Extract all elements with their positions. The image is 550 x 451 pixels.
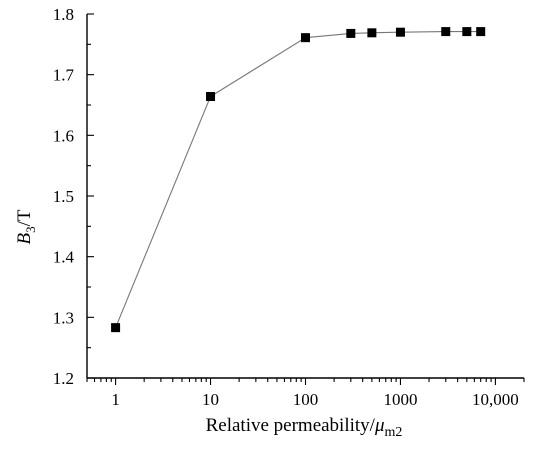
x-tick-label: 100 <box>293 390 319 409</box>
data-point <box>367 28 377 38</box>
x-tick-label: 10 <box>202 390 219 409</box>
x-axis-title-text: Relative permeability/ <box>206 415 376 436</box>
y-tick-label: 1.5 <box>53 187 74 206</box>
data-point <box>395 27 405 37</box>
x-tick-label: 1000 <box>383 390 417 409</box>
data-point <box>441 27 451 37</box>
y-tick-label: 1.8 <box>53 5 74 24</box>
data-point <box>206 92 216 102</box>
data-point <box>462 27 472 37</box>
y-axis-title: B3/T <box>14 209 38 244</box>
data-point <box>301 33 310 43</box>
plot-area: 1.2 1.3 1.4 1.5 1.6 1.7 1.8 1 10 100 1000 10,000 <box>53 5 525 409</box>
data-point <box>476 27 486 37</box>
y-tick-label: 1.6 <box>53 126 74 145</box>
y-tick-label: 1.2 <box>53 369 74 388</box>
x-axis-title-subscript: m2 <box>385 425 403 440</box>
x-tick-label: 1 <box>111 390 120 409</box>
x-tick-label: 10,000 <box>472 390 519 409</box>
data-point <box>346 28 356 38</box>
x-axis-title: Relative permeability/μm2 <box>206 415 403 440</box>
y-axis-title-unit: /T <box>14 209 35 226</box>
y-tick-label: 1.7 <box>53 66 75 85</box>
x-axis-title-symbol: μ <box>374 415 385 436</box>
y-tick-label: 1.3 <box>53 308 74 327</box>
series-line <box>115 31 481 328</box>
y-axis-title-subscript: 3 <box>23 226 38 233</box>
y-tick-label: 1.4 <box>53 248 75 267</box>
y-axis-title-symbol: B <box>14 233 35 245</box>
data-point <box>111 323 121 333</box>
